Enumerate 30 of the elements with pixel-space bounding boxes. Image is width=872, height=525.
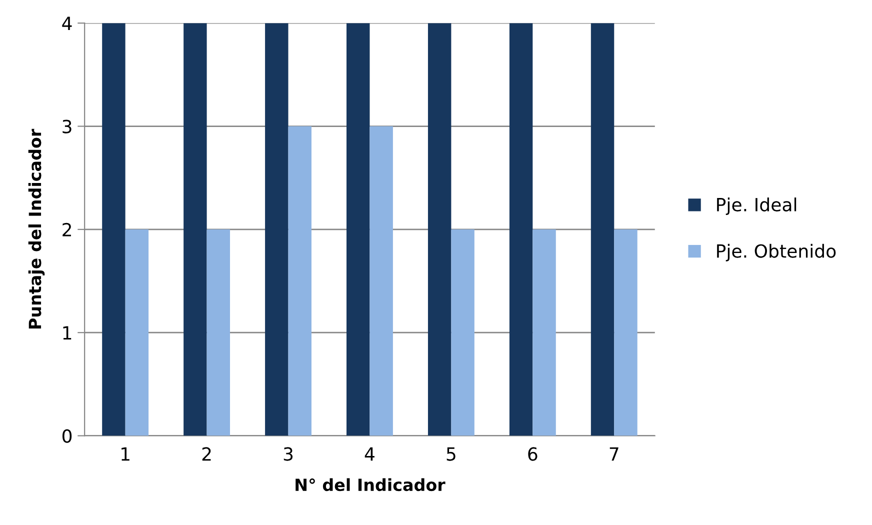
bar [288,126,312,436]
y-tick-label: 2 [62,222,71,236]
x-tick-label: 6 [528,447,538,461]
bar [102,23,126,436]
bar [265,23,288,436]
legend-label: Pje. Obtenido [717,244,836,262]
y-tick-label: 1 [63,326,72,340]
y-tick-label: 3 [62,120,72,134]
bar [509,23,533,436]
legend-label: Pje. Ideal [717,198,796,215]
x-tick-label: 5 [446,447,456,461]
bar [125,229,149,436]
x-tick-label: 7 [610,447,618,461]
bar [614,229,638,436]
bar [346,23,370,436]
bar [532,229,556,436]
x-tick-label: 2 [202,447,211,461]
bar [590,23,614,436]
x-axis-title: N° del Indicador [296,478,446,492]
bar [370,126,393,436]
bar [206,229,230,436]
y-tick-label: 4 [62,16,72,30]
x-tick-label: 3 [284,447,293,461]
bar [184,23,207,436]
x-tick-label: 1 [122,447,130,461]
x-tick-label: 4 [364,447,374,461]
y-axis-title: Puntaje del Indicador [28,128,45,328]
bar [451,229,474,436]
y-tick-label: 0 [62,429,72,443]
bar [428,23,452,436]
